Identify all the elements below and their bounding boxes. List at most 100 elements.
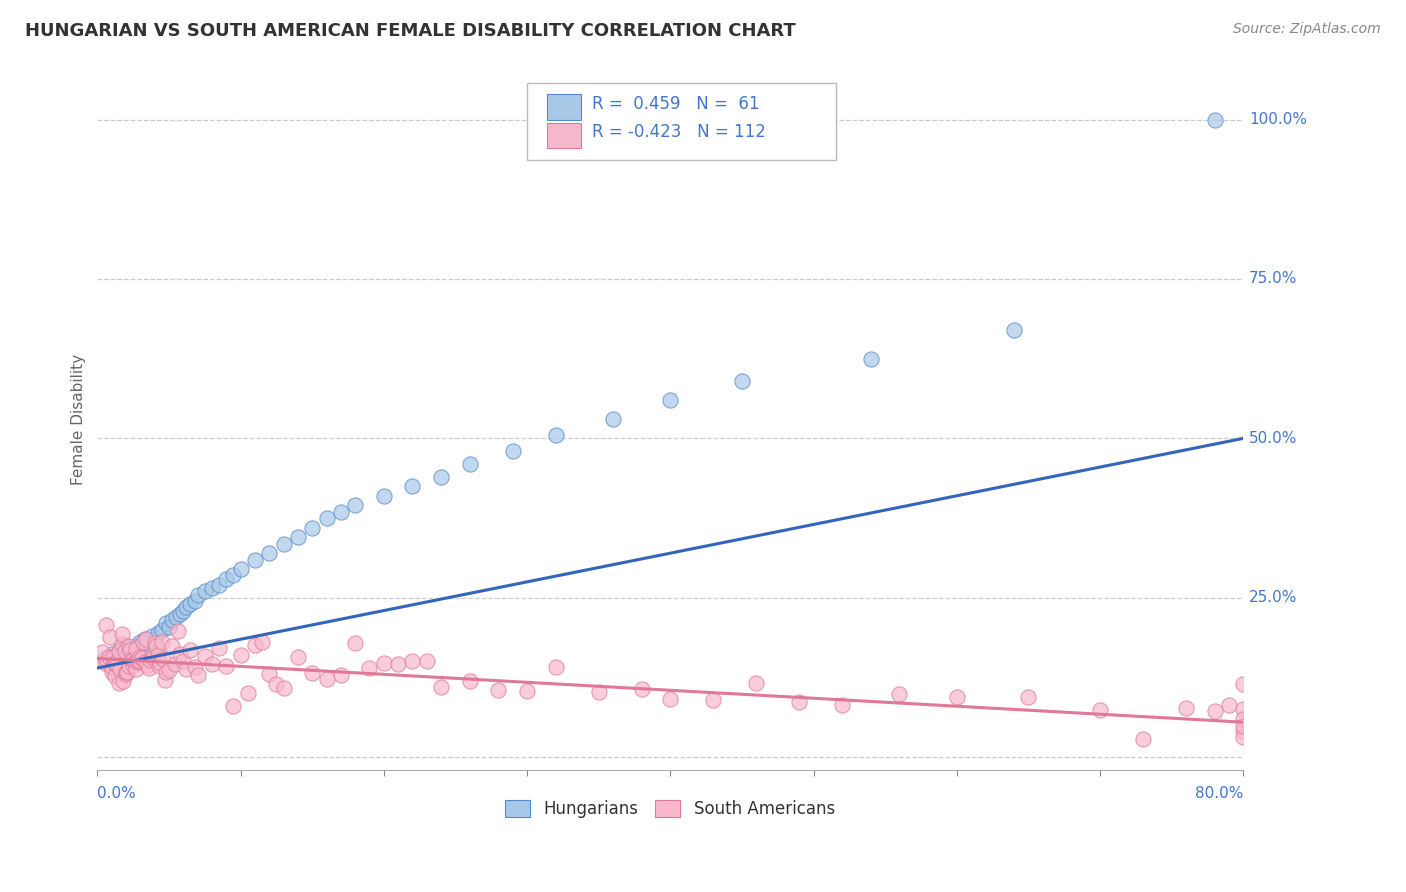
Point (544, 660, 567, 674)
Point (122, 653, 145, 667)
Text: R = -0.423   N = 112: R = -0.423 N = 112 (592, 123, 766, 141)
Point (97, 655, 120, 669)
FancyBboxPatch shape (527, 83, 837, 160)
Point (101, 649, 124, 664)
Point (108, 645, 131, 659)
Point (111, 636, 134, 650)
Point (118, 639, 141, 653)
Point (115, 639, 138, 653)
Point (1232, 730, 1254, 744)
Point (129, 646, 152, 660)
Point (201, 657, 224, 672)
Point (104, 649, 127, 664)
Point (135, 632, 157, 646)
Point (287, 649, 309, 664)
Point (108, 676, 131, 690)
Point (250, 634, 273, 648)
Point (108, 657, 131, 672)
Point (139, 653, 162, 667)
Point (1232, 724, 1254, 739)
Text: HUNGARIAN VS SOUTH AMERICAN FEMALE DISABILITY CORRELATION CHART: HUNGARIAN VS SOUTH AMERICAN FEMALE DISAB… (25, 22, 796, 40)
Point (889, 687, 911, 701)
Text: 75.0%: 75.0% (1249, 271, 1298, 286)
Point (160, 613, 183, 627)
Point (745, 675, 768, 690)
Point (157, 619, 180, 633)
Point (136, 637, 159, 651)
Point (150, 635, 173, 649)
Point (430, 469, 453, 483)
Point (90, 645, 112, 659)
Point (149, 656, 172, 670)
Point (103, 656, 125, 670)
Point (266, 677, 288, 691)
Point (344, 499, 367, 513)
Point (208, 641, 231, 656)
Point (100, 647, 122, 661)
Point (112, 653, 135, 667)
Point (138, 661, 160, 675)
Point (1218, 698, 1240, 712)
Point (134, 655, 156, 669)
Point (1232, 702, 1254, 716)
Point (143, 636, 166, 650)
Point (129, 635, 152, 649)
Point (659, 691, 682, 706)
Point (98, 630, 121, 644)
Point (257, 666, 280, 681)
Point (93, 657, 115, 671)
Point (146, 626, 169, 640)
Point (174, 600, 197, 615)
Point (187, 668, 209, 682)
Point (179, 597, 201, 611)
Point (117, 665, 139, 680)
Point (401, 654, 423, 668)
Point (114, 644, 136, 658)
Point (859, 351, 882, 366)
Legend: Hungarians, South Americans: Hungarians, South Americans (499, 793, 842, 825)
Point (121, 652, 143, 666)
Point (273, 536, 295, 550)
Point (373, 489, 395, 503)
Point (165, 610, 187, 624)
Point (401, 479, 423, 493)
Point (169, 607, 191, 621)
Point (104, 655, 127, 669)
Point (166, 624, 188, 638)
Point (1174, 700, 1197, 714)
Point (152, 652, 174, 666)
Point (458, 457, 481, 471)
Point (103, 669, 125, 683)
Point (172, 603, 194, 617)
Point (122, 640, 145, 655)
Point (132, 635, 155, 649)
Point (131, 651, 153, 665)
Point (132, 641, 155, 656)
Point (112, 673, 135, 688)
Point (153, 673, 176, 688)
Point (125, 642, 148, 657)
Point (146, 648, 169, 662)
Point (458, 674, 481, 689)
Point (486, 683, 509, 698)
Point (787, 695, 810, 709)
Point (118, 659, 141, 673)
Point (125, 662, 148, 676)
Point (1132, 731, 1154, 746)
Point (127, 654, 149, 668)
Point (120, 649, 142, 664)
Point (315, 511, 337, 525)
Point (1002, 323, 1025, 337)
Point (1232, 677, 1254, 691)
Point (544, 428, 567, 442)
Text: 0.0%: 0.0% (97, 786, 136, 801)
Point (301, 665, 323, 680)
Point (229, 562, 252, 576)
Point (387, 657, 409, 671)
Point (201, 581, 224, 595)
Point (243, 638, 266, 652)
Point (150, 623, 173, 637)
Point (945, 690, 967, 705)
Point (273, 681, 295, 695)
Point (115, 665, 138, 679)
